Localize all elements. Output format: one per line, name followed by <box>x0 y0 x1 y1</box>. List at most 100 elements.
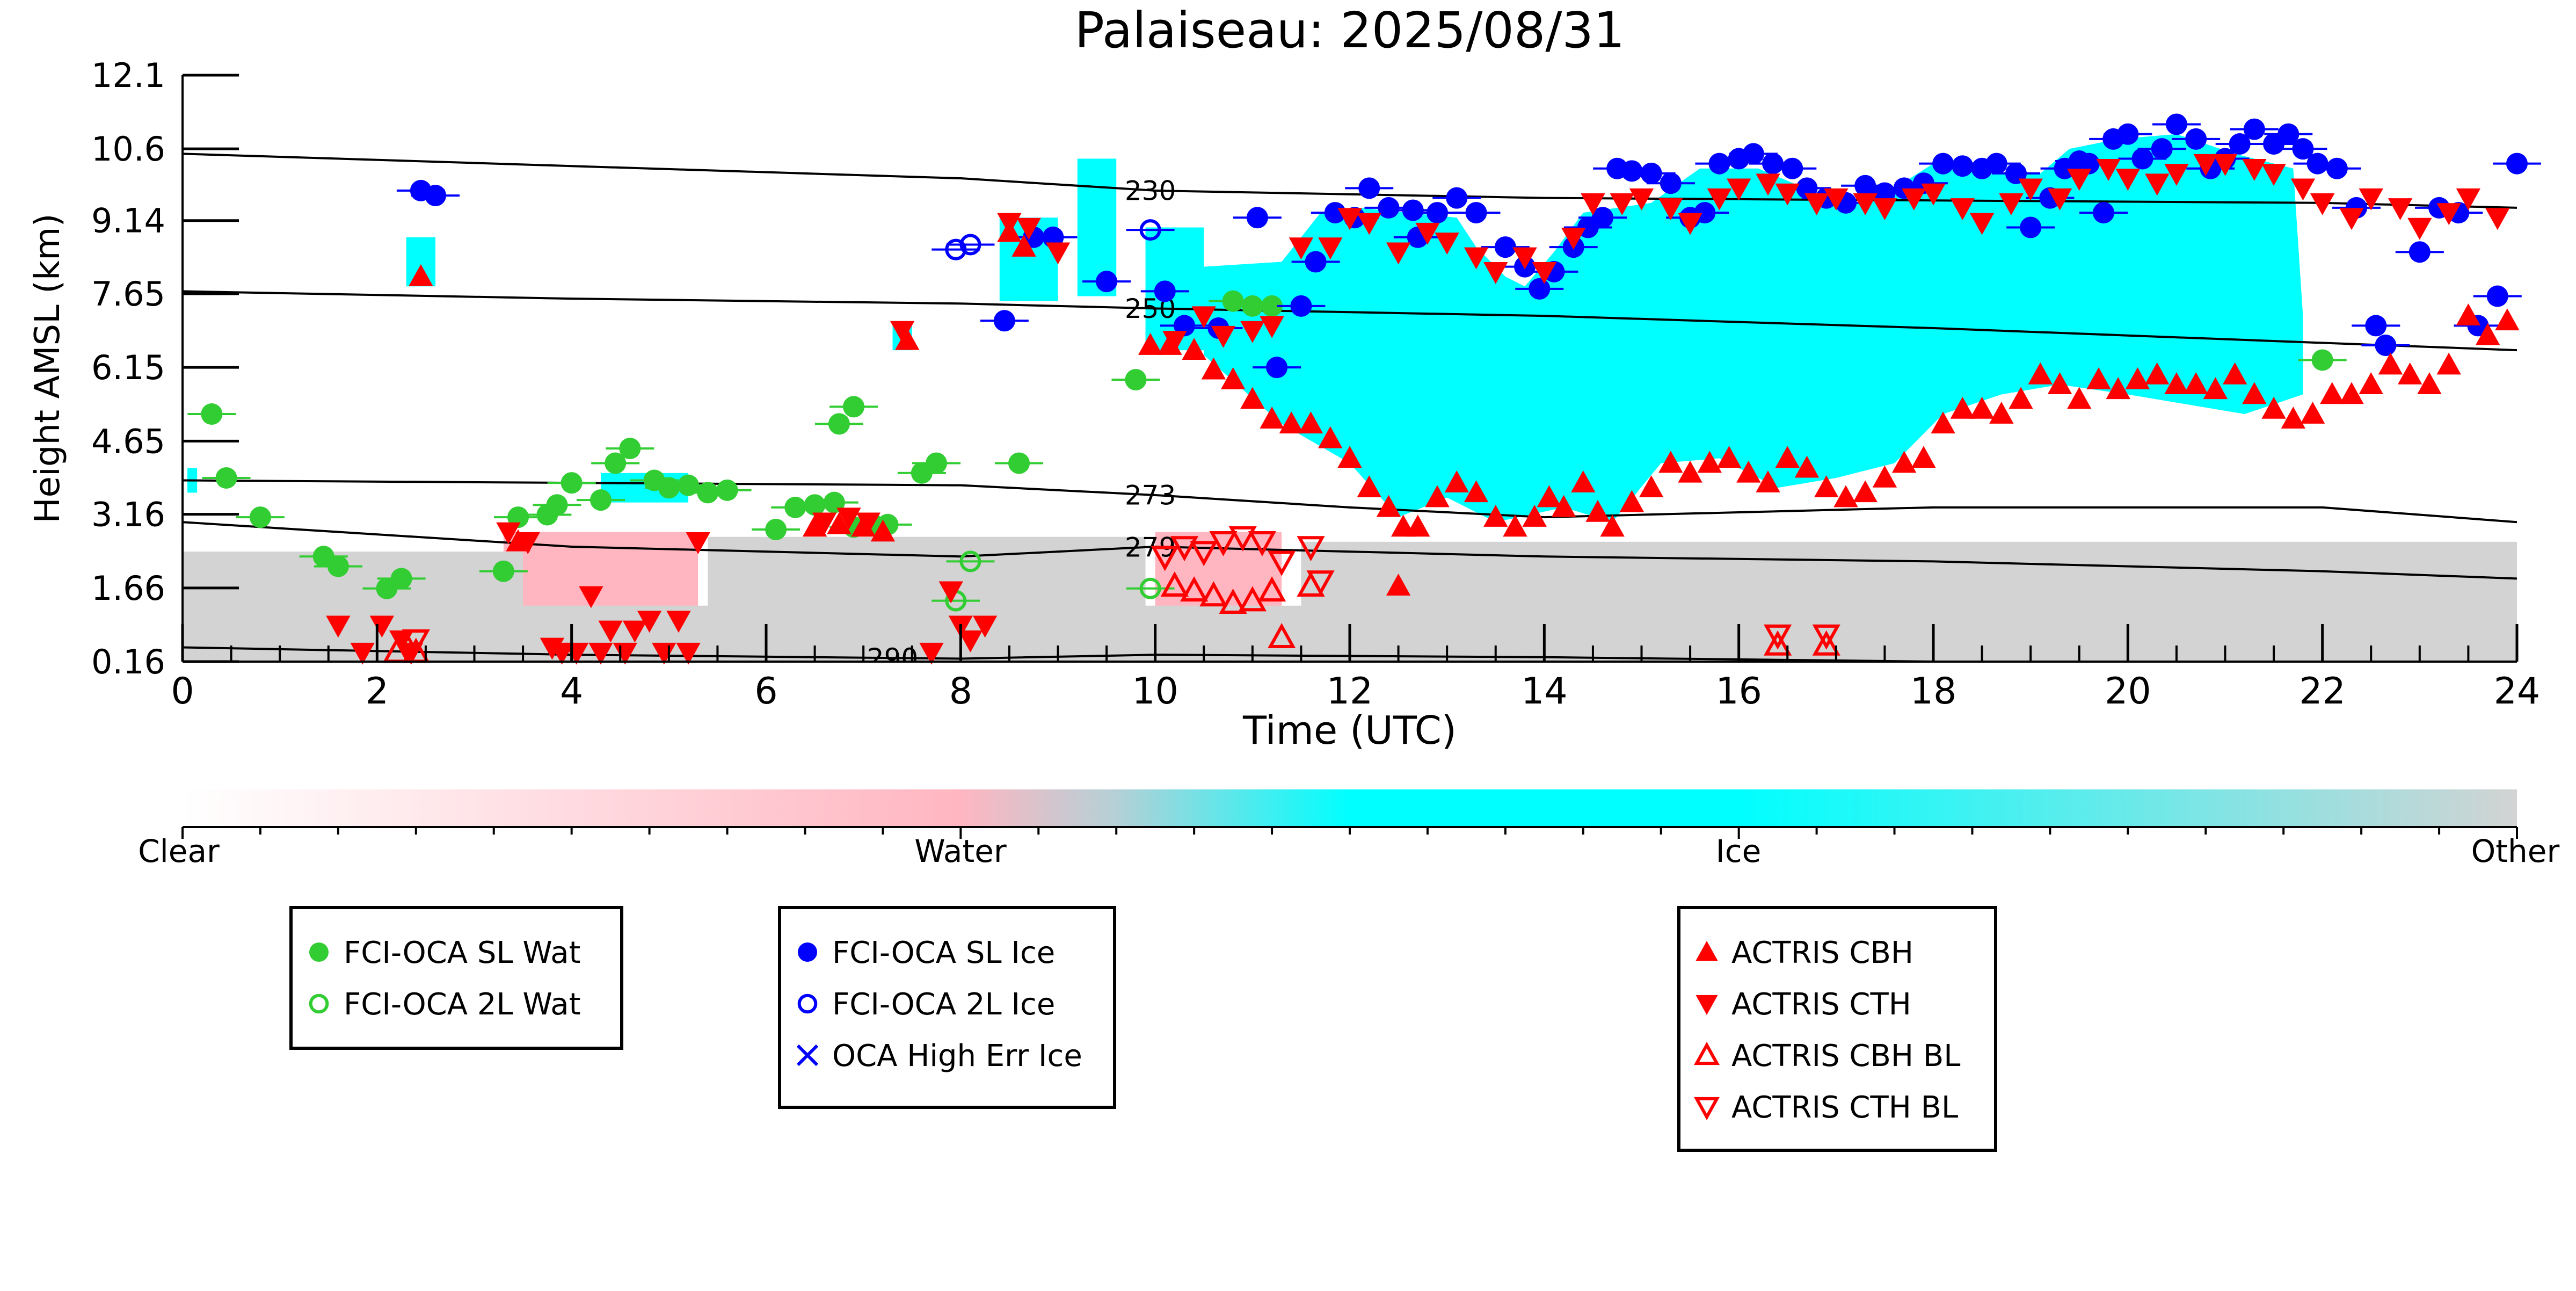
marker-actris-cth-bl <box>1170 536 1199 562</box>
marker-fci-oca-sl-ice <box>2165 113 2187 135</box>
phase-region-other <box>708 536 1146 621</box>
marker-fci-oca-2l-ice <box>1139 219 1161 241</box>
x-tick-label: 8 <box>949 670 972 713</box>
legend-label-oca-high-err-ice: OCA High Err Ice <box>832 1039 1082 1074</box>
y-tick-label: 7.65 <box>91 274 165 314</box>
marker-actris-cbh <box>1716 446 1742 468</box>
marker-actris-cth <box>637 611 662 633</box>
y-axis-label: Height AMSL (km) <box>28 214 68 524</box>
marker-actris-cbh <box>2067 387 2092 409</box>
marker-fci-oca-sl-ice <box>2486 285 2508 307</box>
marker-actris-cth <box>2407 217 2432 240</box>
marker-fci-oca-sl-wat <box>658 477 680 499</box>
marker-fci-oca-sl-wat <box>1261 295 1283 317</box>
marker-fci-oca-sl-ice <box>1096 271 1118 293</box>
marker-actris-cbh <box>1950 396 1975 419</box>
marker-actris-cbh-bl <box>1180 576 1209 602</box>
marker-actris-cbh <box>2184 372 2208 394</box>
y-tick-label: 9.14 <box>91 201 165 241</box>
chart-title: Palaiseau: 2025/08/31 <box>1075 2 1625 59</box>
legend-label-fci-oca-sl-ice: FCI-OCA SL Ice <box>832 935 1055 970</box>
marker-fci-oca-sl-ice <box>2243 118 2265 140</box>
marker-fci-oca-sl-ice <box>2292 138 2314 160</box>
marker-actris-cth <box>1191 306 1216 329</box>
marker-actris-cbh <box>1298 411 1323 434</box>
marker-fci-oca-sl-wat <box>765 518 787 540</box>
marker-actris-cth <box>1532 262 1557 284</box>
marker-fci-oca-sl-ice <box>1762 153 1784 175</box>
marker-actris-cth <box>1435 233 1459 255</box>
marker-actris-cbh <box>2125 367 2150 389</box>
marker-actris-cth <box>1211 325 1236 348</box>
marker-actris-cbh <box>2261 396 2286 419</box>
marker-actris-cbh <box>1444 470 1469 492</box>
legend-label-fci-oca-sl-wat: FCI-OCA SL Wat <box>344 935 581 970</box>
marker-fci-oca-sl-ice <box>1358 177 1380 199</box>
isotherm-273 <box>183 479 2517 524</box>
marker-actris-cbh <box>1279 411 1304 434</box>
marker-actris-cth <box>515 532 540 554</box>
marker-actris-cth <box>2310 193 2335 215</box>
marker-actris-cth-bl <box>1306 570 1335 596</box>
marker-actris-cth <box>919 642 944 665</box>
marker-actris-cbh <box>1357 475 1381 498</box>
marker-actris-cbh <box>827 512 852 534</box>
marker-actris-cbh <box>1639 475 1664 498</box>
marker-actris-cth-bl <box>402 629 430 655</box>
marker-fci-oca-sl-ice <box>1290 295 1312 317</box>
marker-fci-oca-sl-ice <box>1621 160 1643 182</box>
marker-actris-cbh <box>1012 235 1036 257</box>
colorbar-gradient <box>183 789 2517 827</box>
marker-actris-cbh <box>1678 460 1702 483</box>
marker-fci-oca-sl-ice <box>2365 315 2387 337</box>
marker-actris-cbh <box>1337 446 1362 468</box>
marker-fci-oca-sl-wat <box>249 506 271 528</box>
marker-actris-cth <box>1357 213 1381 235</box>
marker-actris-cth <box>1415 222 1440 245</box>
marker-actris-cbh <box>1619 490 1644 512</box>
marker-actris-cth <box>1045 242 1071 265</box>
marker-fci-oca-sl-ice <box>1529 278 1551 300</box>
marker-actris-cth <box>890 321 915 343</box>
legend-item-fci-oca-2l-wat: FCI-OCA 2L Wat <box>309 987 581 1022</box>
marker-actris-cbh <box>2242 382 2267 404</box>
legend-marker-actris-cth-bl <box>1694 1097 1720 1121</box>
marker-actris-cbh <box>1551 495 1576 517</box>
x-tick-label: 16 <box>1715 670 1762 713</box>
marker-actris-cbh <box>1406 514 1430 537</box>
marker-actris-cbh <box>1658 451 1683 473</box>
marker-actris-cbh <box>1522 505 1547 527</box>
marker-fci-oca-sl-wat <box>1222 290 1244 312</box>
marker-actris-cbh <box>1571 470 1596 492</box>
marker-actris-cth <box>1756 173 1780 196</box>
marker-actris-cth <box>1561 228 1586 250</box>
colorbar-label-other: Other <box>2471 833 2560 869</box>
marker-actris-cth <box>496 522 521 545</box>
marker-actris-cbh <box>2047 372 2072 394</box>
y-tick-label: 12.1 <box>91 56 165 95</box>
marker-fci-oca-2l-wat <box>1139 577 1161 599</box>
marker-fci-oca-2l-ice <box>945 238 967 260</box>
x-axis-label: Time (UTC) <box>1242 708 1457 753</box>
y-tick-label: 6.15 <box>91 348 165 387</box>
marker-actris-cth <box>2261 164 2286 186</box>
marker-fci-oca-sl-wat <box>561 472 583 494</box>
marker-actris-cbh <box>1201 357 1226 380</box>
legend-label-fci-oca-2l-wat: FCI-OCA 2L Wat <box>344 987 581 1022</box>
marker-fci-oca-sl-wat <box>784 496 806 518</box>
colorbar-ticks <box>181 827 2518 839</box>
marker-actris-cth <box>2388 198 2413 220</box>
legend-marker-fci-oca-2l-wat <box>309 993 329 1014</box>
legend-item-fci-oca-2l-ice: FCI-OCA 2L Ice <box>797 987 1055 1022</box>
marker-actris-cbh-bl <box>1238 586 1267 612</box>
marker-actris-cbh <box>1386 574 1411 596</box>
marker-actris-cbh <box>2203 377 2228 400</box>
marker-fci-oca-sl-wat <box>828 413 850 435</box>
marker-actris-cbh <box>2359 372 2383 394</box>
marker-fci-oca-sl-wat <box>843 396 865 418</box>
marker-actris-cth <box>972 615 998 638</box>
marker-actris-cbh <box>2378 352 2403 375</box>
marker-actris-cbh <box>1969 396 1995 419</box>
marker-actris-cth <box>2067 169 2092 191</box>
marker-fci-oca-sl-ice <box>2277 123 2300 145</box>
